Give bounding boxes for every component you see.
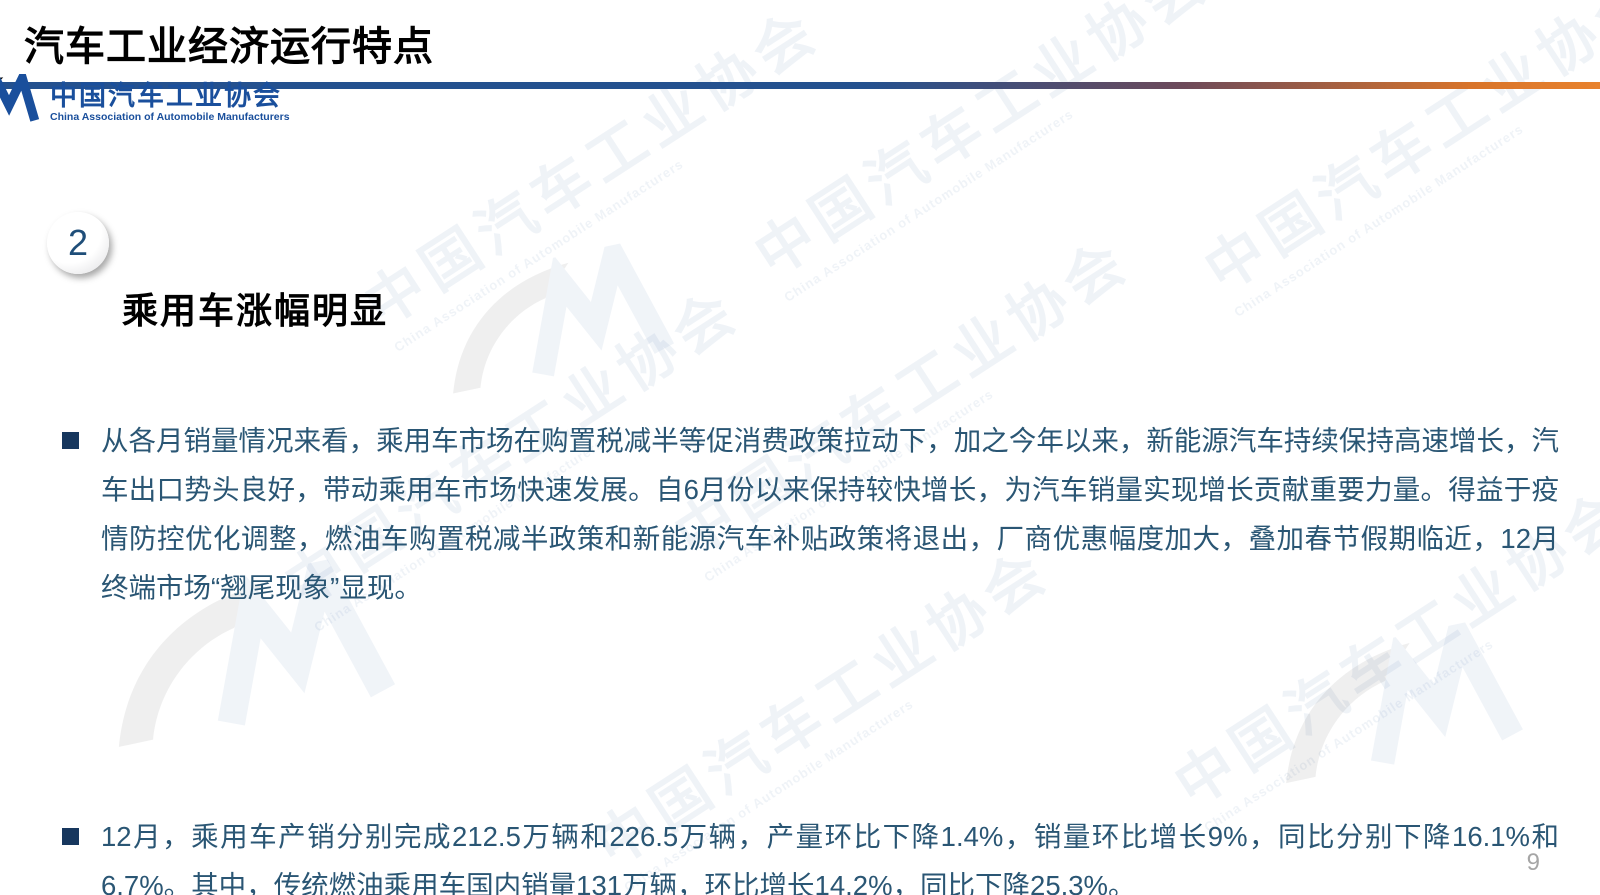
- bullet-item: 从各月销量情况来看，乘用车市场在购置税减半等促消费政策拉动下，加之今年以来，新能…: [62, 416, 1560, 612]
- watermark-logo-icon: [1247, 615, 1533, 816]
- caam-logo-mark-icon: [0, 74, 40, 132]
- logo-text-en: China Association of Automobile Manufact…: [50, 111, 290, 124]
- header-divider: [0, 82, 1600, 89]
- bullet-item: 12月，乘用车产销分别完成212.5万辆和226.5万辆，产量环比下降1.4%，…: [62, 812, 1560, 895]
- bullet-square-icon: [62, 828, 79, 845]
- logo-text-cn: 中国汽车工业协会: [50, 81, 282, 112]
- caam-logo: 中国汽车工业协会 China Association of Automobile…: [0, 74, 1540, 132]
- page-number: 9: [1526, 849, 1540, 876]
- bullet-text: 从各月销量情况来看，乘用车市场在购置税减半等促消费政策拉动下，加之今年以来，新能…: [101, 425, 1559, 603]
- bullet-square-icon: [62, 432, 79, 449]
- bullet-text: 12月，乘用车产销分别完成212.5万辆和226.5万辆，产量环比下降1.4%，…: [101, 821, 1559, 895]
- section-heading: 乘用车涨幅明显: [122, 290, 389, 331]
- section-number-badge: 2: [47, 212, 109, 274]
- page-title: 汽车工业经济运行特点: [24, 25, 434, 69]
